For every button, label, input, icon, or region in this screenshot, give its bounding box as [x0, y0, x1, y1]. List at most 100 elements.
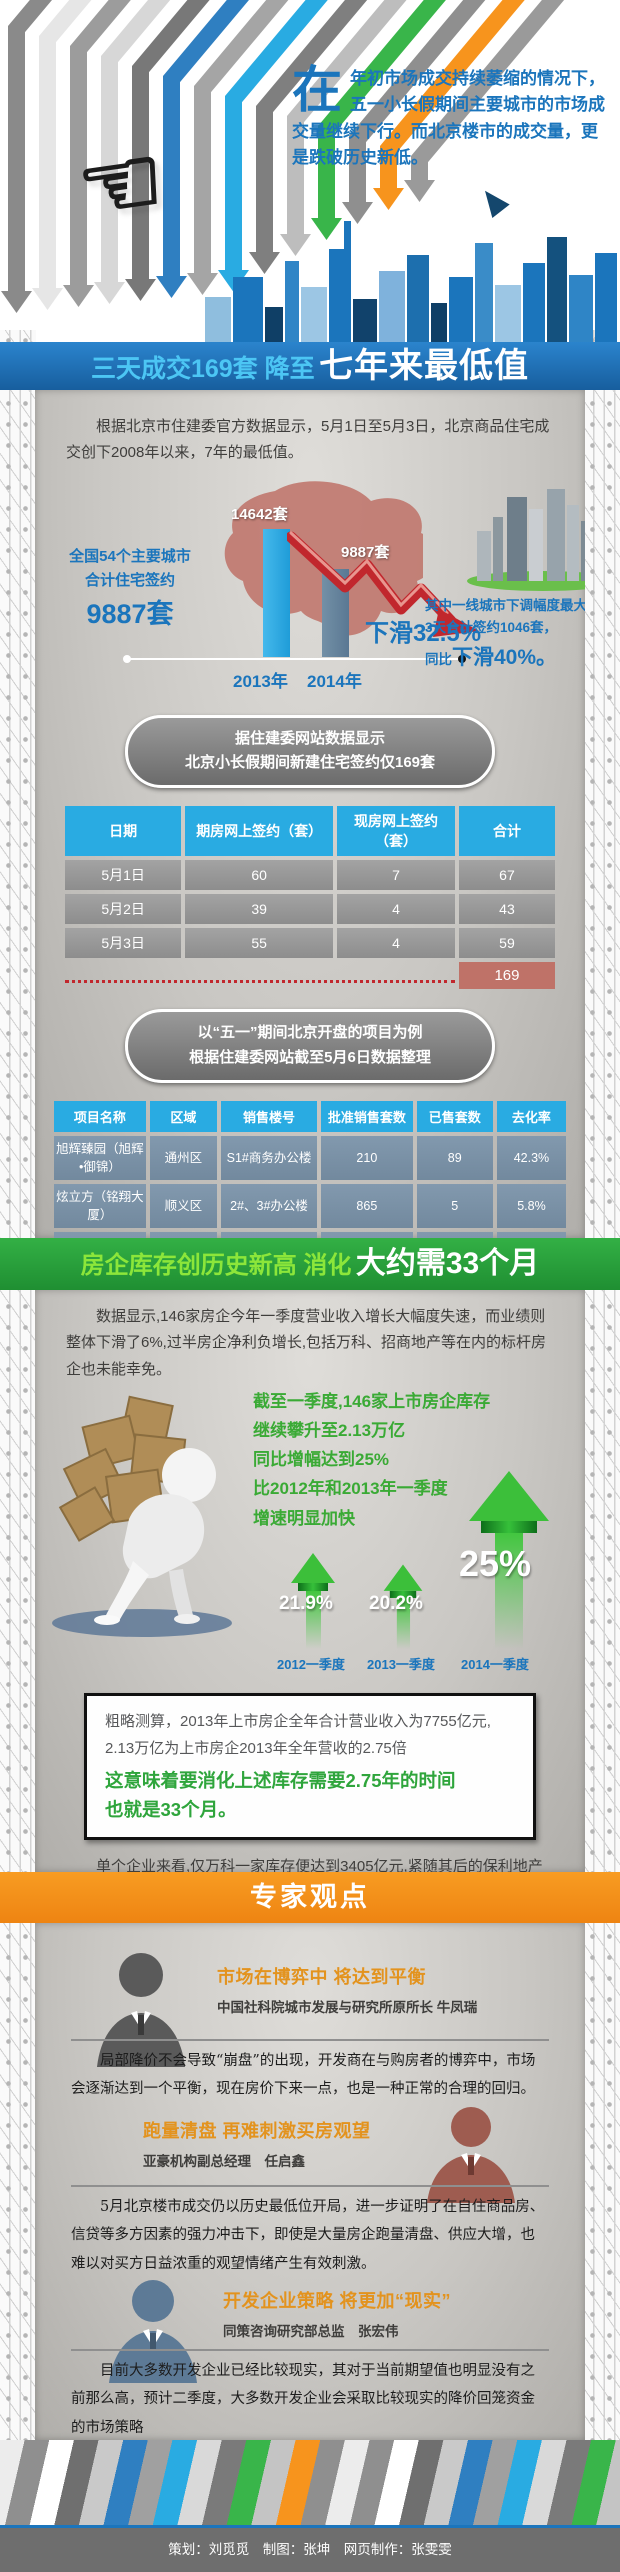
bar-2013-label: 14642套: [231, 505, 288, 523]
badge2-line1: 以“五一”期间北京开盘的项目为例: [197, 1024, 423, 1041]
expert2-subtitle: 亚豪机构副总经理 任启鑫: [143, 2154, 305, 2169]
estimate-green2: 也就是33个月。: [105, 1799, 237, 1821]
bottom-stripes-decoration: [0, 2440, 620, 2528]
intro-paragraph: 在年初市场成交持续萎缩的情况下，五一小长假期间主要城市的市场成交量继续下行。而北…: [292, 65, 612, 171]
t1-header-total: 合计: [458, 806, 555, 856]
inventory-green-text: 截至一季度,146家上市房企库存 继续攀升至2.13万亿 同比增幅达到25% 比…: [253, 1391, 491, 1528]
section2-title-strong: 大约需33个月: [355, 1247, 540, 1280]
right-note-prefix: 同比: [425, 652, 452, 668]
decline-zigzag-arrow: [287, 531, 479, 637]
estimate-line2: 2.13万亿为上市房企2013年全年营收的2.75倍: [105, 1739, 407, 1757]
buildings-illustration: [467, 488, 585, 591]
table-row: 旭辉臻园（旭辉•御锦） 通州区 S1#商务办公楼 210 89 42.3%: [54, 1135, 566, 1180]
badge-signings-summary: 据住建委网站数据显示 北京小长假期间新建住宅签约仅169套: [125, 714, 495, 788]
growth-arrows-chart: 21.9% 2012一季度 20.2% 2013一季度 25% 2014一季度: [273, 1470, 573, 1673]
section2-paragraph1: 数据显示,146家房企今年一季度营业收入增长大幅度失速，而业绩则整体下滑了6%,…: [66, 1308, 547, 1378]
inventory-visual-block: 截至一季度,146家上市房企库存 继续攀升至2.13万亿 同比增幅达到25% 比…: [35, 1383, 585, 1683]
right-note-line1: 其中一线城市下调幅度最大，: [425, 597, 585, 613]
expert-block-1: 市场在博弈中 将达到平衡 中国社科院城市发展与研究所原所长 牛凤瑞 局部降价不会…: [35, 1935, 585, 2107]
badge-projects-summary: 以“五一”期间北京开盘的项目为例 根据住建委网站截至5月6日数据整理: [125, 1009, 495, 1083]
man-carrying-boxes-illustration: [52, 1395, 232, 1637]
expert1-subtitle: 中国社科院城市发展与研究所原所长 牛凤瑞: [217, 2000, 478, 2015]
table-row: 北京城建•琨廷（汇景嘉园） 房山区 2#、12#、18#住宅楼 174 24 1…: [54, 1232, 566, 1238]
total-value-cell: 169: [458, 962, 555, 989]
bar-2013: [263, 528, 290, 657]
section2-paragraph2: 单个企业来看,仅万科一家库存便达到3405亿元,紧随其后的保利地产为2627亿元…: [96, 1857, 543, 1872]
experts-panel: 市场在博弈中 将达到平衡 中国社科院城市发展与研究所原所长 牛凤瑞 局部降价不会…: [35, 1923, 585, 2440]
table-row: 炫立方（铭翔大厦） 顺义区 2#、3#办公楼 865 5 5.8%: [54, 1183, 566, 1228]
expert2-title: 跑量清盘 再难刺激买房观望: [143, 2121, 371, 2141]
chart-left-label: 全国54个主要城市 合计住宅签约 9887套: [41, 545, 219, 636]
table-total-row: 169: [65, 962, 555, 989]
arrow-2014-value: 25%: [459, 1542, 532, 1584]
x-label-2013: 2013年: [233, 671, 288, 691]
table-row: 5月1日 60 7 67: [65, 860, 555, 890]
table-row: 5月2日 39 4 43: [65, 894, 555, 924]
chart-right-note: 其中一线城市下调幅度最大， 3天合计签约1046套， 同比下滑40%。: [425, 595, 585, 677]
section2-title-band: 房企库存创历史新高 消化 大约需33个月: [0, 1238, 620, 1290]
daily-signings-table: 日期 期房网上签约（套） 现房网上签约（套） 合计 5月1日 60 7 67 5…: [61, 802, 559, 993]
experts-title-band: 专家观点: [0, 1872, 620, 1923]
badge1-line2: 北京小长假期间新建住宅签约仅169套: [184, 754, 436, 772]
arrow-2014-label: 2014一季度: [461, 1656, 529, 1672]
right-note-strong: 下滑40%。: [452, 646, 558, 670]
expert-block-2: 跑量清盘 再难刺激买房观望 亚豪机构副总经理 任启鑫 5月北京楼市成交仍以历史最…: [35, 2107, 585, 2285]
t1-header-date: 日期: [65, 806, 182, 856]
circuit-pattern-right: [584, 330, 620, 2440]
section1-title-light: 三天成交169套 降至: [90, 355, 315, 383]
estimate-line1: 粗略测算，2013年上市房企全年合计营业收入为7755亿元,: [105, 1712, 491, 1730]
expert2-quote: 5月北京楼市成交仍以历史最低位开局，进一步证明了在自住商品房、信贷等多方因素的强…: [71, 2199, 545, 2272]
arrow-2013: [383, 1564, 423, 1649]
expert3-heading: 开发企业策略 将更加“现实” 同策咨询研究部总监 张宏伟: [223, 2287, 451, 2340]
expert1-quote: 局部降价不会导致“崩盘”的出现，开发商在与购房者的博弈中，市场会逐渐达到一个平衡…: [71, 2053, 536, 2098]
city-skyline-illustration: [205, 221, 617, 342]
badge2-line2: 根据住建委网站截至5月6日数据整理: [189, 1048, 431, 1066]
estimate-box: 粗略测算，2013年上市房企全年合计营业收入为7755亿元, 2.13万亿为上市…: [84, 1692, 536, 1840]
divider: [71, 2185, 549, 2187]
expert3-avatar: [109, 2280, 197, 2383]
chart-left-line2: 合计住宅签约: [84, 571, 175, 589]
t1-header-forward: 期房网上签约（套）: [185, 806, 334, 856]
arrow-fan-decoration: [1, 0, 620, 313]
x-label-2014: 2014年: [307, 671, 362, 691]
expert3-subtitle: 同策咨询研究部总监 张宏伟: [223, 2324, 399, 2339]
table-row: 5月3日 55 4 59: [65, 928, 555, 958]
top-hero-section: ☜ 在年初市场成交持续萎缩的情况下，五一小长假期间主要城市的市场成交量继续下行。…: [0, 0, 620, 342]
section1-title-strong: 七年来最低值: [319, 347, 530, 385]
arrow-2012-value: 21.9%: [279, 1592, 333, 1614]
projects-table: 项目名称 区域 销售楼号 批准销售套数 已售套数 去化率 旭辉臻园（旭辉•御锦）…: [50, 1097, 570, 1238]
chart-left-line1: 全国54个主要城市: [69, 547, 191, 565]
divider: [71, 2349, 549, 2351]
arrow-2012-label: 2012一季度: [277, 1656, 345, 1672]
arrow-2013-value: 20.2%: [369, 1592, 423, 1614]
intro-text: 年初市场成交持续萎缩的情况下，五一小长假期间主要城市的市场成交量继续下行。而北京…: [292, 69, 605, 168]
expert3-title: 开发企业策略 将更加“现实”: [223, 2291, 451, 2311]
drop-percent-label: 下滑32.5%: [365, 619, 482, 647]
expert3-quote: 目前大多数开发企业已经比较现实，其对于当前期望值也明显没有之前那么高，预计二季度…: [71, 2363, 535, 2436]
expert1-title: 市场在博弈中 将达到平衡: [217, 1967, 426, 1987]
expert2-heading: 跑量清盘 再难刺激买房观望 亚豪机构副总经理 任启鑫: [143, 2117, 371, 2170]
expert1-heading: 市场在博弈中 将达到平衡 中国社科院城市发展与研究所原所长 牛凤瑞: [217, 1963, 477, 2016]
badge1-line1: 据住建委网站数据显示: [234, 729, 385, 747]
t1-header-existing: 现房网上签约（套）: [337, 806, 455, 856]
section1-title-band: 三天成交169套 降至 七年来最低值: [0, 342, 620, 390]
arrow-2012: [291, 1552, 335, 1649]
table-header-row: 项目名称 区域 销售楼号 批准销售套数 已售套数 去化率: [54, 1100, 566, 1132]
bar-2014-label: 9887套: [341, 543, 390, 561]
estimate-green1: 这意味着要消化上述库存需要2.75年的时间: [105, 1769, 456, 1791]
chart-left-value: 9887套: [86, 598, 174, 629]
arrow-2013-label: 2013一季度: [367, 1656, 435, 1672]
experts-band-title: 专家观点: [250, 1882, 370, 1912]
section2-title-light: 房企库存创历史新高 消化: [80, 1252, 352, 1279]
section1-paragraph1: 根据北京市住建委官方数据显示，5月1日至5月3日，北京商品住宅成交创下2008年…: [66, 418, 550, 462]
credits-footer: 策划：刘觅觅 制图：张坤 网页制作：张雯雯: [0, 2528, 620, 2572]
chart-baseline: [123, 654, 466, 663]
hand-cursor-icon: ☜: [70, 124, 173, 245]
divider: [71, 2039, 549, 2041]
section1-panel: 根据北京市住建委官方数据显示，5月1日至5月3日，北京商品住宅成交创下2008年…: [35, 390, 585, 1238]
circuit-pattern-left: [0, 330, 36, 2440]
arrow-2014: [469, 1470, 549, 1649]
expert-block-3: 开发企业策略 将更加“现实” 同策咨询研究部总监 张宏伟 目前大多数开发企业已经…: [35, 2280, 585, 2440]
national-signings-chart: 全国54个主要城市 合计住宅签约 9887套 14642套 9887套 下滑32…: [35, 477, 585, 699]
